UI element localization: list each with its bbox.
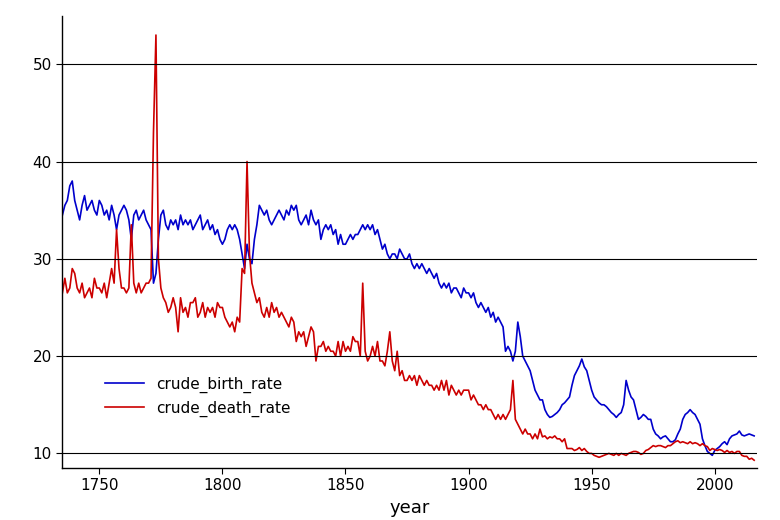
crude_death_rate: [151, 32, 161, 38]
Line: crude_death_rate: crude_death_rate: [62, 35, 754, 460]
crude_death_rate: [456, 392, 466, 398]
crude_birth_rate: [750, 433, 759, 439]
crude_birth_rate: [58, 212, 67, 218]
crude_birth_rate: [666, 438, 675, 445]
crude_birth_rate: [68, 178, 77, 184]
crude_death_rate: [58, 290, 67, 296]
crude_death_rate: [218, 304, 227, 310]
crude_birth_rate: [456, 295, 466, 301]
crude_death_rate: [537, 434, 547, 440]
crude_death_rate: [750, 457, 759, 463]
crude_birth_rate: [707, 452, 717, 459]
crude_death_rate: [109, 280, 119, 287]
crude_birth_rate: [218, 241, 227, 248]
crude_birth_rate: [252, 222, 261, 228]
crude_birth_rate: [112, 227, 121, 233]
crude_death_rate: [252, 300, 261, 306]
crude_death_rate: [666, 443, 675, 449]
Legend: crude_birth_rate, crude_death_rate: crude_birth_rate, crude_death_rate: [98, 369, 298, 424]
crude_birth_rate: [537, 397, 547, 403]
X-axis label: year: year: [389, 499, 430, 517]
Line: crude_birth_rate: crude_birth_rate: [62, 181, 754, 456]
